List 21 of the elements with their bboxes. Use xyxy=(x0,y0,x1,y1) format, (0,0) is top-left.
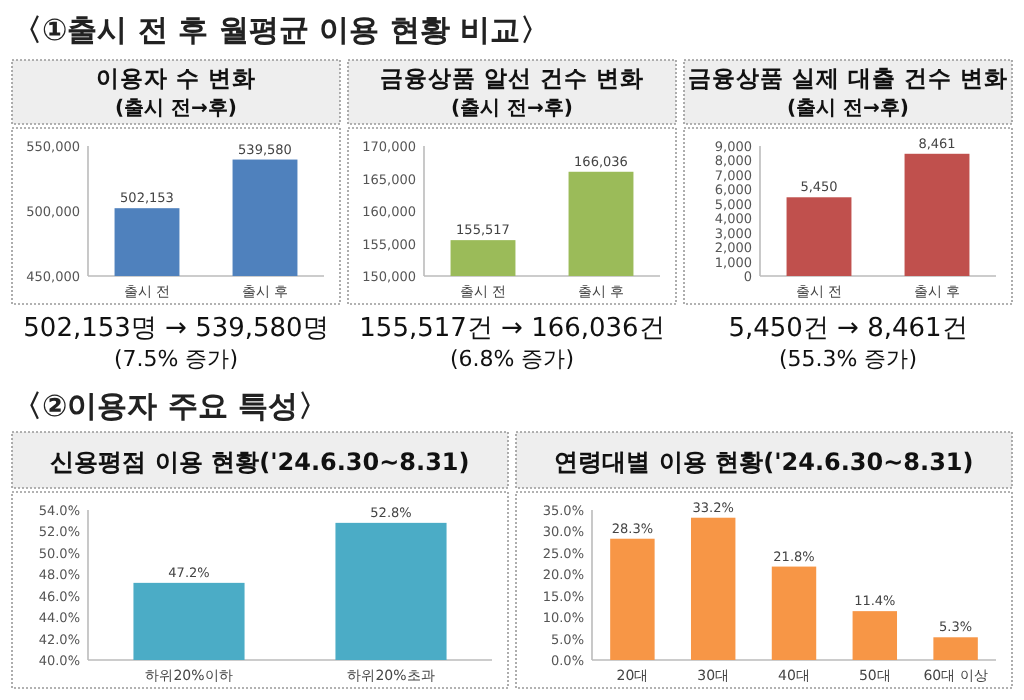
text: (6.8% 증가) xyxy=(449,346,575,372)
chart-subtitle: (출시 전→후) xyxy=(786,98,910,120)
bar xyxy=(852,611,898,660)
chart-subtitle: (출시 전→후) xyxy=(450,98,574,120)
chart-title: 신용평점 이용 현황('24.6.30~8.31) xyxy=(50,448,470,476)
chart-subtitle: (출시 전→후) xyxy=(114,98,238,120)
bar xyxy=(933,637,978,660)
text: 5,450건 → 8,461건 xyxy=(728,314,968,344)
chart-title: 이용자 수 변화 xyxy=(95,64,257,92)
chart-title: 연령대별 이용 현황('24.6.30~8.31) xyxy=(554,448,974,476)
chart-title: 금융상품 알선 건수 변화 xyxy=(379,64,645,92)
chart-title: 금융상품 실제 대출 건수 변화 xyxy=(687,64,1009,92)
text: 〈①출시 전 후 월평균 이용 현황 비교〉 xyxy=(12,12,551,48)
text: 〈②이용자 주요 특성〉 xyxy=(12,388,329,424)
text: (7.5% 증가) xyxy=(113,346,239,372)
bar xyxy=(771,566,817,660)
text: 155,517건 → 166,036건 xyxy=(359,314,665,344)
bar xyxy=(690,517,736,660)
text: 502,153명 → 539,580명 xyxy=(23,314,329,344)
text: (55.3% 증가) xyxy=(778,346,918,372)
bar xyxy=(610,538,655,660)
